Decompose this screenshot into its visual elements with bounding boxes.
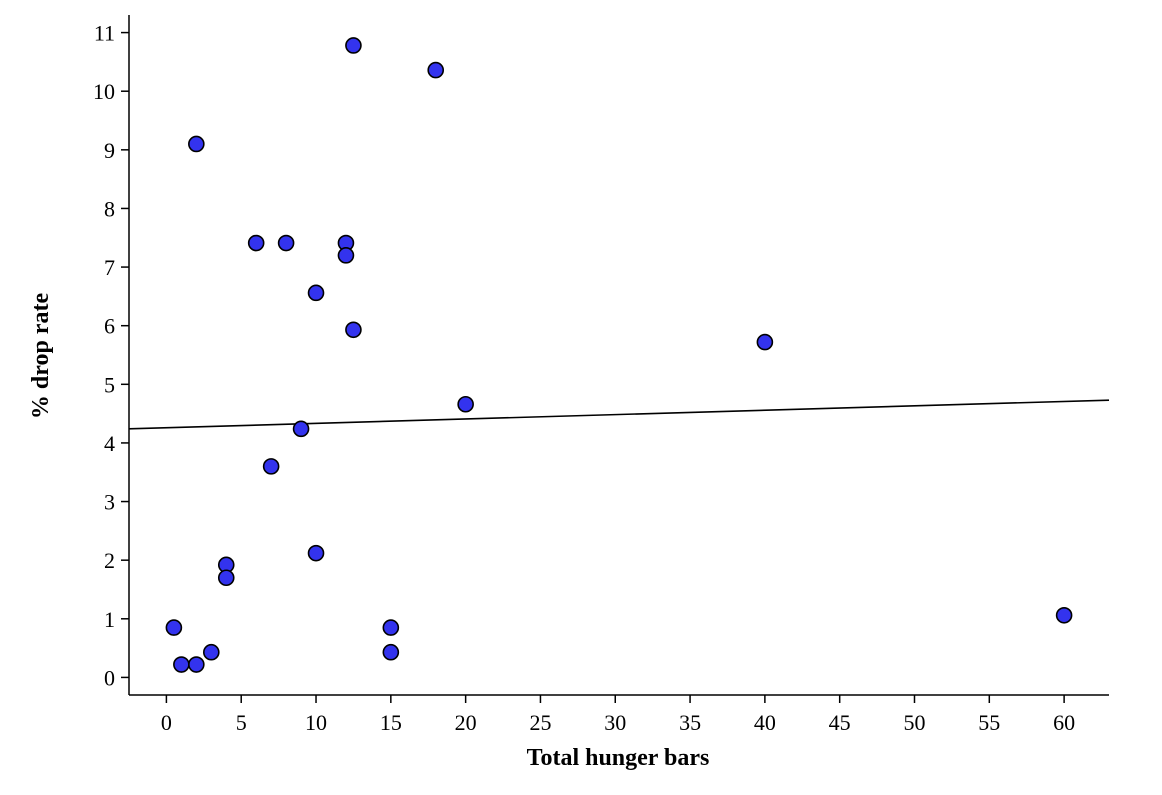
y-tick-label: 0 <box>104 665 115 690</box>
y-tick-label: 3 <box>104 490 115 515</box>
data-point <box>202 643 220 661</box>
data-point <box>307 544 325 562</box>
y-tick-label: 4 <box>104 431 115 456</box>
y-axis-title: % drop rate <box>28 293 54 420</box>
x-axis-ticks: 0 5 10 15 20 25 30 35 40 45 50 55 60 <box>161 695 1075 735</box>
x-tick-label: 50 <box>903 710 925 735</box>
y-tick-label: 1 <box>104 607 115 632</box>
x-tick-label: 20 <box>455 710 477 735</box>
x-tick-label: 35 <box>679 710 701 735</box>
data-point <box>457 395 474 413</box>
trendline-layer <box>128 399 1110 430</box>
x-tick-label: 45 <box>829 710 851 735</box>
data-point <box>1055 606 1073 624</box>
x-axis-title: Total hunger bars <box>527 745 710 771</box>
y-axis-ticks: 0 1 2 3 4 5 6 7 8 9 10 11 <box>93 21 129 690</box>
data-point <box>262 458 280 475</box>
data-point <box>427 61 445 79</box>
y-tick-label: 6 <box>104 314 115 339</box>
data-point <box>756 333 774 351</box>
x-tick-label: 60 <box>1053 710 1075 735</box>
x-tick-label: 25 <box>529 710 551 735</box>
x-tick-label: 40 <box>754 710 776 735</box>
data-points <box>165 37 1073 673</box>
y-tick-label: 10 <box>93 79 115 104</box>
x-tick-label: 15 <box>380 710 402 735</box>
data-point <box>292 420 310 438</box>
data-point <box>173 656 190 673</box>
data-point <box>337 247 355 264</box>
data-point <box>382 619 400 636</box>
y-tick-label: 5 <box>104 372 115 397</box>
data-point <box>247 234 265 252</box>
data-point <box>345 321 362 339</box>
data-point <box>188 656 205 673</box>
data-point <box>382 643 400 661</box>
y-tick-label: 7 <box>104 255 115 280</box>
x-tick-label: 0 <box>161 710 172 735</box>
x-tick-label: 55 <box>978 710 1000 735</box>
data-point <box>188 135 205 153</box>
data-point <box>345 37 362 54</box>
data-point <box>277 234 295 252</box>
data-point <box>165 619 183 636</box>
data-point <box>307 284 325 302</box>
x-tick-label: 30 <box>604 710 626 735</box>
y-tick-label: 9 <box>104 138 115 163</box>
y-tick-label: 11 <box>94 21 115 46</box>
x-tick-label: 5 <box>236 710 247 735</box>
data-point <box>217 569 235 587</box>
y-tick-label: 8 <box>104 196 115 221</box>
x-tick-label: 10 <box>305 710 327 735</box>
y-tick-label: 2 <box>104 548 115 573</box>
axes <box>128 15 1109 696</box>
trendline <box>128 399 1110 430</box>
